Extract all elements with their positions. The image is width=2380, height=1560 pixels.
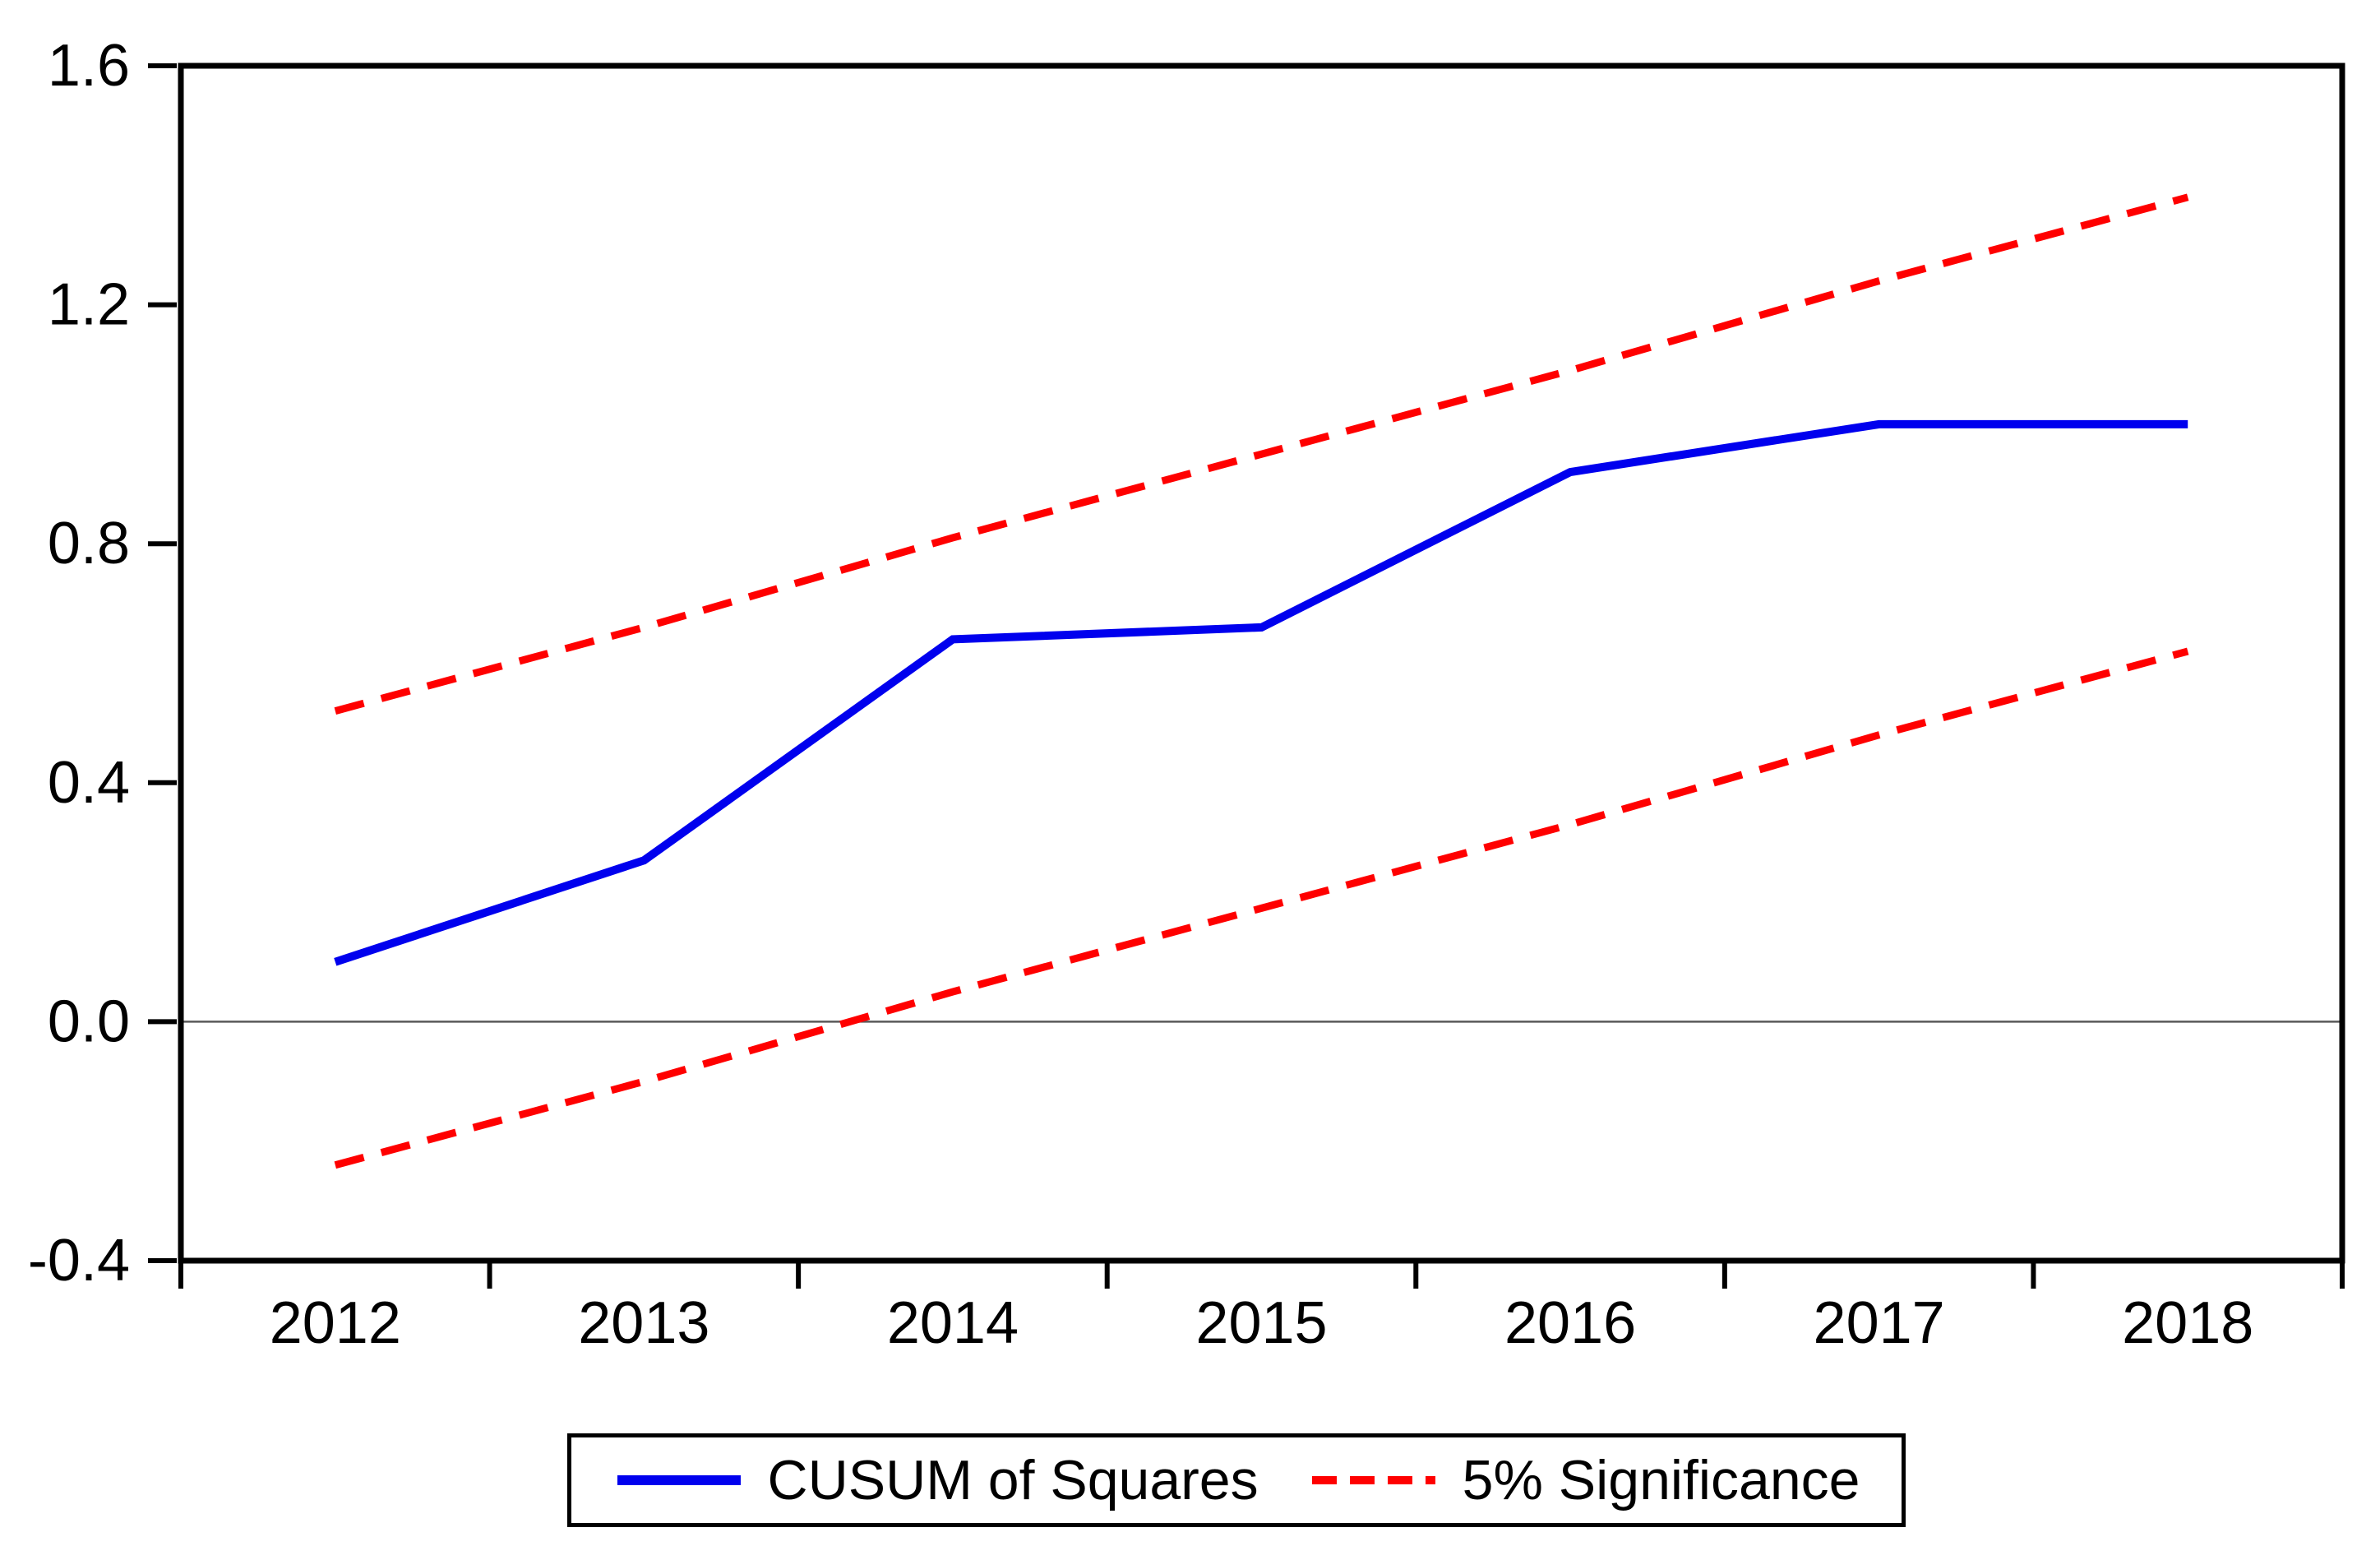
legend-cusum-line-sample xyxy=(617,1475,741,1485)
x-axis-tick-label: 2014 xyxy=(887,1290,1019,1356)
y-axis-tick-label: 0.8 xyxy=(48,511,130,576)
x-axis-tick-label: 2017 xyxy=(1814,1290,1945,1356)
plot-frame xyxy=(178,62,2345,1264)
x-axis-tick-label: 2013 xyxy=(578,1290,709,1356)
x-axis-tick-label: 2016 xyxy=(1504,1290,1636,1356)
legend-significance-line-sample xyxy=(1311,1476,1435,1484)
legend-box: CUSUM of Squares 5% Significance xyxy=(567,1433,1906,1527)
y-axis-tick-label: 0.4 xyxy=(48,750,130,816)
y-axis-tick-label: -0.4 xyxy=(28,1228,130,1294)
y-axis-tick-label: 1.2 xyxy=(48,272,130,338)
significance-lower-line xyxy=(334,647,2189,1169)
x-axis-tick-label: 2012 xyxy=(270,1290,401,1356)
legend-label-significance: 5% Significance xyxy=(1462,1449,1860,1511)
cusum-of-squares-line xyxy=(334,419,2188,966)
legend-label-cusum: CUSUM of Squares xyxy=(767,1449,1259,1511)
y-axis-tick-label: 1.6 xyxy=(48,33,130,99)
significance-upper-line xyxy=(334,193,2189,715)
x-axis-tick-label: 2015 xyxy=(1195,1290,1327,1356)
x-axis-tick-label: 2018 xyxy=(2122,1290,2253,1356)
y-axis-tick-label: 0.0 xyxy=(48,988,130,1054)
